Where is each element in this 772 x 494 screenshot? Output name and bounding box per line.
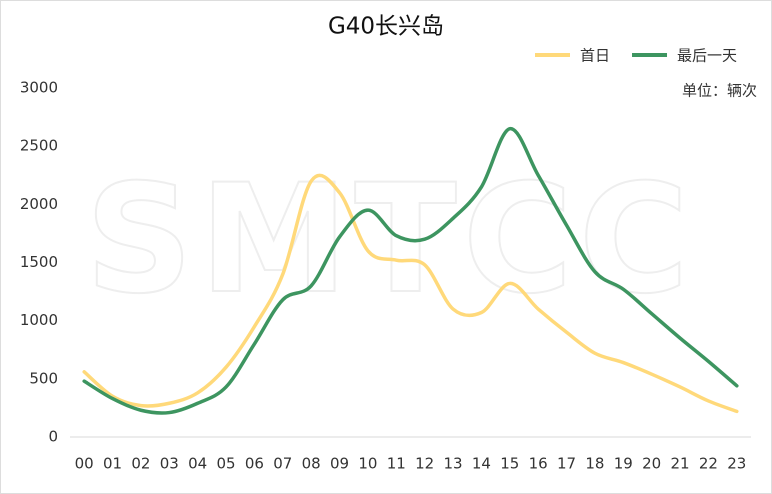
x-tick-label: 22 [699, 455, 718, 473]
x-tick-label: 07 [273, 455, 292, 473]
x-tick-label: 09 [330, 455, 349, 473]
x-tick-label: 03 [160, 455, 179, 473]
y-tick-label: 2000 [20, 195, 58, 213]
x-tick-label: 18 [585, 455, 604, 473]
y-tick-label: 2500 [20, 137, 58, 155]
x-tick-label: 14 [472, 455, 491, 473]
x-tick-label: 15 [500, 455, 519, 473]
x-tick-label: 00 [75, 455, 94, 473]
x-tick-label: 11 [387, 455, 406, 473]
legend-label: 最后一天 [677, 47, 737, 65]
x-tick-label: 06 [245, 455, 264, 473]
x-tick-label: 16 [529, 455, 548, 473]
y-tick-label: 0 [48, 428, 58, 446]
x-tick-label: 10 [358, 455, 377, 473]
x-tick-label: 20 [642, 455, 661, 473]
x-tick-label: 21 [671, 455, 690, 473]
x-tick-label: 17 [557, 455, 576, 473]
x-tick-label: 13 [444, 455, 463, 473]
x-tick-label: 12 [415, 455, 434, 473]
x-tick-label: 08 [302, 455, 321, 473]
y-tick-label: 500 [29, 369, 58, 387]
x-tick-label: 23 [727, 455, 746, 473]
series-line [82, 126, 739, 415]
x-tick-label: 05 [217, 455, 236, 473]
y-tick-label: 3000 [20, 79, 58, 97]
y-tick-label: 1500 [20, 253, 58, 271]
x-tick-label: 01 [103, 455, 122, 473]
chart-title: G40长兴岛 [328, 14, 444, 40]
watermark: SMTCC [85, 153, 695, 327]
x-tick-label: 04 [188, 455, 207, 473]
unit-label: 单位：辆次 [682, 82, 757, 100]
legend-label: 首日 [580, 47, 610, 65]
series-line [82, 173, 739, 414]
x-tick-label: 02 [131, 455, 150, 473]
x-tick-label: 19 [614, 455, 633, 473]
y-tick-label: 1000 [20, 311, 58, 329]
